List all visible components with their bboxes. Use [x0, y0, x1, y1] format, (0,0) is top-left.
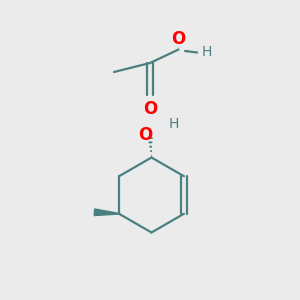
Text: O: O: [138, 126, 152, 144]
Text: H: H: [169, 118, 179, 131]
Text: O: O: [143, 100, 157, 118]
Polygon shape: [94, 209, 119, 215]
Text: O: O: [171, 30, 186, 48]
Text: H: H: [202, 46, 212, 59]
